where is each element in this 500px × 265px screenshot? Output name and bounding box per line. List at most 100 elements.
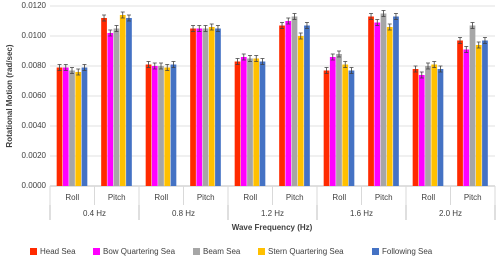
bar (291, 16, 298, 186)
legend-label: Bow Quartering Sea (103, 247, 176, 256)
error-bar (215, 25, 220, 32)
bar (437, 69, 444, 186)
bar (457, 40, 463, 186)
error-bar (260, 58, 265, 65)
error-bar (343, 61, 348, 68)
error-bar (413, 65, 418, 73)
error-bar (280, 22, 285, 29)
error-bar (349, 67, 354, 74)
error-bar (159, 62, 163, 70)
error-bar (476, 41, 481, 49)
bar (151, 66, 158, 186)
bar (126, 18, 132, 186)
error-bar (286, 17, 291, 25)
error-bar (102, 14, 107, 22)
error-bar (203, 25, 208, 32)
error-bar (191, 25, 196, 32)
bar (62, 67, 69, 186)
error-bar (146, 61, 151, 68)
bar (412, 69, 419, 186)
bar (190, 28, 196, 186)
y-tick-label: 0.0080 (22, 61, 47, 70)
group-label: 0.8 Hz (172, 209, 195, 218)
bar (247, 58, 253, 186)
group-label: 2.0 Hz (439, 209, 462, 218)
error-bar (393, 13, 398, 20)
y-tick-label: 0.0120 (22, 1, 47, 10)
bar (253, 58, 260, 186)
bar (119, 15, 126, 186)
bar (56, 67, 63, 186)
bar (368, 16, 374, 186)
error-bar (82, 64, 87, 71)
error-bar (419, 71, 424, 79)
x-tick-label: Roll (243, 193, 257, 202)
group-label: 1.2 Hz (261, 209, 284, 218)
error-bar (330, 53, 335, 61)
bar (348, 70, 355, 186)
error-bar (381, 10, 386, 17)
error-bar (209, 23, 214, 31)
error-bar (120, 11, 125, 19)
bar (418, 75, 425, 186)
legend-label: Beam Sea (203, 247, 241, 256)
x-tick-label: Roll (154, 193, 168, 202)
bar (69, 70, 75, 186)
bar (279, 25, 285, 186)
bar (196, 28, 203, 186)
bar (297, 36, 304, 186)
bar (393, 16, 399, 186)
bar (170, 64, 177, 186)
error-bar (70, 67, 74, 74)
bar (342, 64, 349, 186)
error-bar (197, 25, 202, 32)
bar (431, 64, 438, 186)
error-bar (254, 55, 259, 62)
bar (240, 57, 247, 186)
group-label: 1.6 Hz (350, 209, 373, 218)
error-bar (369, 13, 374, 20)
error-bar (241, 53, 246, 61)
error-bar (171, 61, 176, 68)
error-bar (298, 32, 303, 40)
error-bar (165, 64, 170, 71)
bar (208, 27, 215, 186)
error-bar (76, 68, 81, 76)
error-bar (235, 58, 240, 65)
x-axis-title: Wave Frequency (Hz) (232, 223, 313, 232)
legend-label: Following Sea (382, 247, 433, 256)
error-bar (464, 46, 469, 53)
legend-swatch (193, 248, 200, 255)
x-tick-label: Pitch (286, 193, 304, 202)
x-tick-label: Pitch (375, 193, 393, 202)
error-bar (126, 14, 131, 22)
x-tick-label: Roll (332, 193, 346, 202)
bar (215, 28, 221, 186)
legend-swatch (372, 248, 379, 255)
bar (380, 13, 387, 186)
error-bar (337, 50, 341, 58)
bar (107, 33, 114, 186)
bar (469, 25, 476, 186)
x-tick-label: Pitch (464, 193, 482, 202)
error-bar (248, 55, 252, 62)
y-tick-label: 0.0060 (22, 91, 47, 100)
y-tick-label: 0.0000 (22, 181, 47, 190)
error-bar (63, 64, 68, 71)
x-tick-label: Roll (65, 193, 79, 202)
bar (259, 61, 266, 186)
bar (158, 66, 164, 186)
bar (81, 67, 88, 186)
bar (75, 72, 82, 186)
legend-label: Stern Quartering Sea (268, 247, 344, 256)
bar (323, 70, 330, 186)
legend-swatch (93, 248, 100, 255)
y-tick-label: 0.0020 (22, 151, 47, 160)
bar (101, 18, 107, 186)
group-label: 0.4 Hz (83, 209, 106, 218)
bar (202, 28, 209, 186)
bar (285, 21, 292, 186)
bar (336, 54, 342, 186)
error-bar (470, 22, 475, 29)
